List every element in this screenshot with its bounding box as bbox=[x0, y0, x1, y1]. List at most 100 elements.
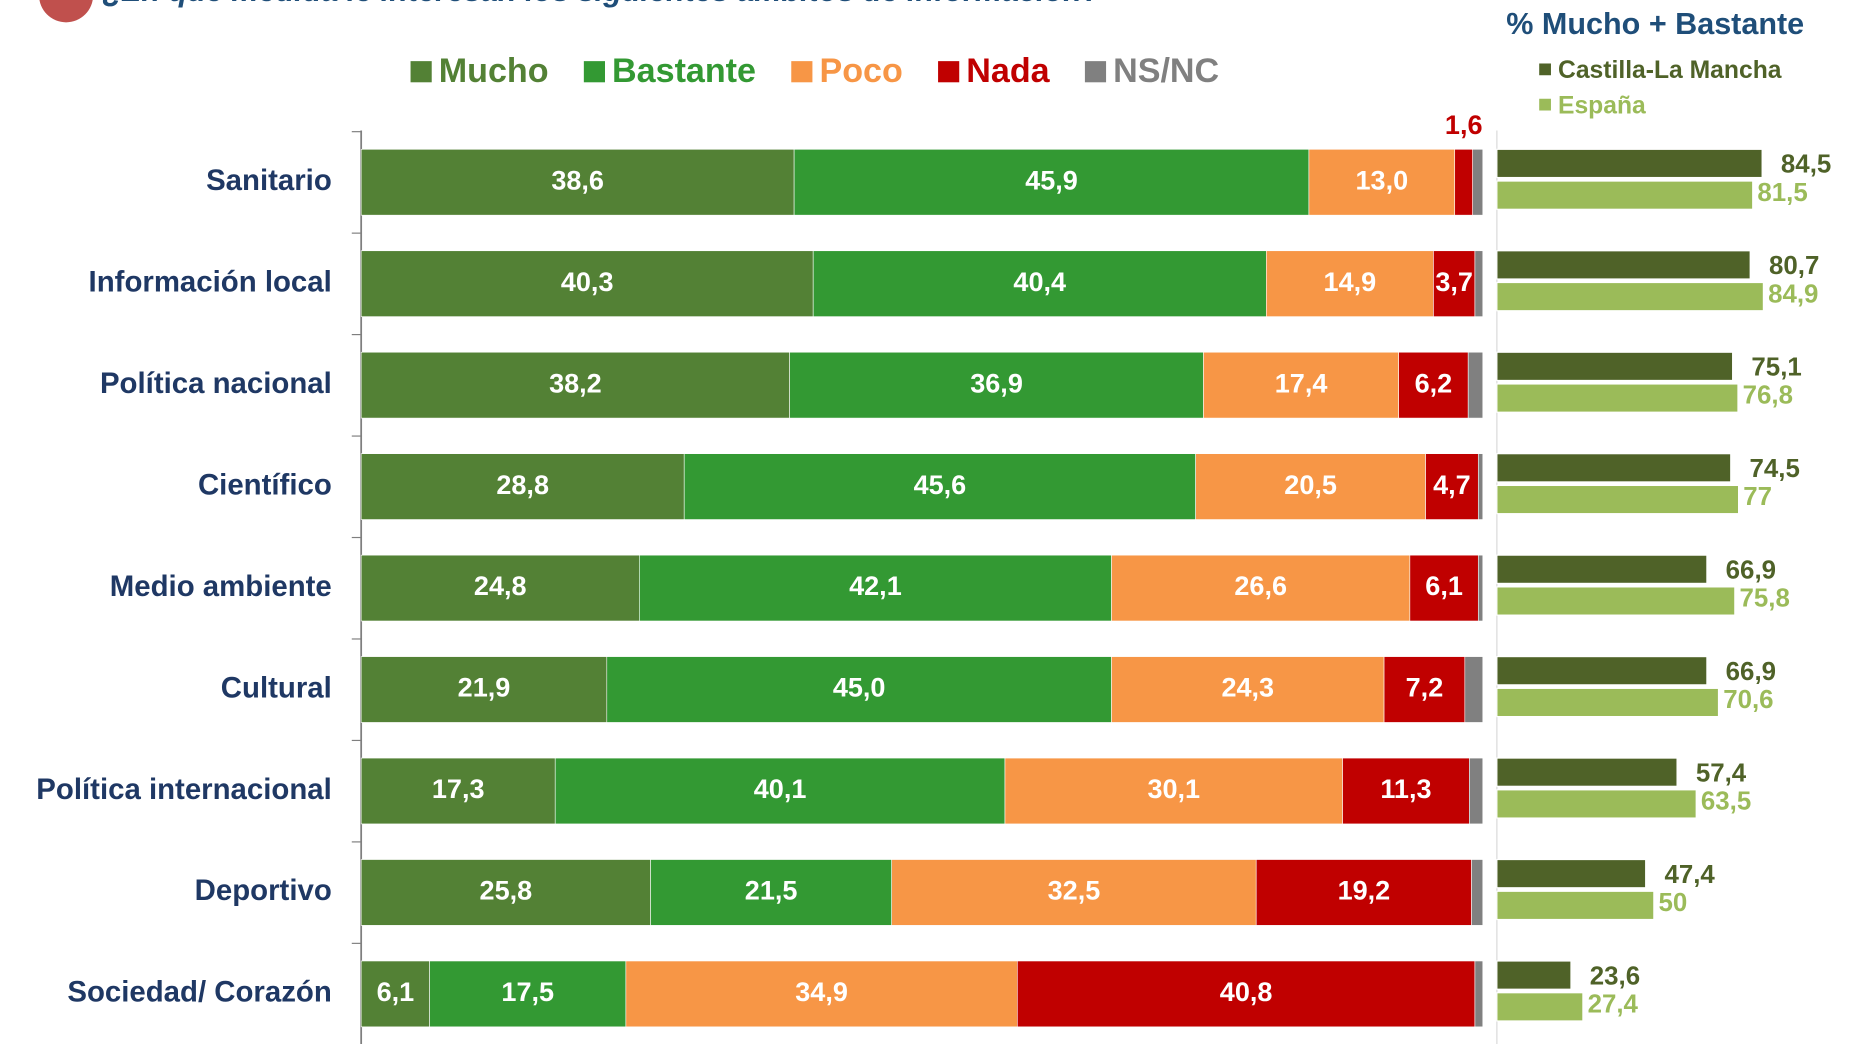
value-label: 63,5 bbox=[1701, 788, 1751, 816]
bar-segment bbox=[360, 656, 608, 723]
bar-segment bbox=[1398, 351, 1469, 419]
bar bbox=[1496, 890, 1655, 921]
bar-segment bbox=[1017, 960, 1476, 1028]
bar-segment bbox=[891, 859, 1257, 926]
legend-label: Bastante bbox=[612, 52, 756, 90]
bar-segment bbox=[1203, 351, 1399, 419]
bar-segment bbox=[1308, 149, 1456, 216]
bar-segment bbox=[1472, 149, 1484, 216]
value-label: 45,0 bbox=[833, 673, 886, 703]
category-label: Sanitario bbox=[206, 164, 332, 197]
value-label: 20,5 bbox=[1284, 470, 1337, 500]
value-label: 75,8 bbox=[1740, 585, 1790, 613]
bar-segment bbox=[1477, 554, 1484, 622]
value-label: 70,6 bbox=[1723, 686, 1773, 714]
value-label: 34,9 bbox=[795, 977, 848, 1007]
value-label: 75,1 bbox=[1751, 354, 1801, 382]
category-label: Política internacional bbox=[36, 773, 331, 806]
question-icon bbox=[39, 0, 93, 23]
bar-segment bbox=[683, 453, 1196, 520]
bar bbox=[1496, 453, 1732, 483]
value-label: 17,5 bbox=[501, 977, 554, 1007]
value-label: 11,3 bbox=[1380, 774, 1431, 804]
legend-swatch bbox=[410, 61, 432, 83]
legend-swatch bbox=[1084, 61, 1107, 83]
bar-segment bbox=[650, 859, 892, 926]
bar-segment bbox=[360, 453, 685, 520]
bar-segment bbox=[789, 351, 1204, 419]
value-label: 3,7 bbox=[1435, 267, 1473, 297]
bar-segment bbox=[360, 250, 814, 317]
chart-title: ¿En qué medida le interesan los siguient… bbox=[103, 0, 1101, 8]
value-label: 21,5 bbox=[745, 876, 798, 906]
bar-segment bbox=[1474, 250, 1484, 317]
value-label: 6,2 bbox=[1415, 368, 1453, 398]
value-label: 66,9 bbox=[1726, 556, 1776, 584]
bar-segment bbox=[606, 656, 1112, 723]
value-label: 26,6 bbox=[1234, 571, 1287, 601]
bar bbox=[1496, 789, 1697, 819]
bar-segment bbox=[1383, 656, 1466, 723]
bar bbox=[1496, 250, 1751, 280]
value-label: 42,1 bbox=[849, 571, 902, 601]
legend-label: Poco bbox=[819, 52, 902, 90]
bar bbox=[1496, 554, 1708, 584]
value-label: 6,1 bbox=[377, 977, 415, 1007]
bar-segment bbox=[1266, 250, 1434, 317]
bar bbox=[1496, 992, 1584, 1022]
value-label: 40,3 bbox=[561, 267, 614, 297]
value-label: 21,9 bbox=[458, 673, 511, 703]
bar-segment bbox=[1433, 250, 1476, 317]
bar bbox=[1496, 351, 1734, 382]
value-label: 13,0 bbox=[1356, 165, 1409, 195]
category-label: Científico bbox=[198, 468, 332, 501]
bar-segment bbox=[429, 960, 627, 1028]
bar-segment bbox=[1471, 859, 1484, 926]
value-label: 84,5 bbox=[1781, 151, 1831, 179]
value-label: 19,2 bbox=[1338, 876, 1391, 906]
legend-swatch bbox=[1539, 63, 1551, 76]
legend-label: Castilla-La Mancha bbox=[1558, 57, 1782, 84]
bar-segment bbox=[360, 859, 651, 926]
bar-segment bbox=[360, 149, 795, 216]
value-label: 14,9 bbox=[1324, 267, 1377, 297]
value-label: 74,5 bbox=[1750, 455, 1800, 483]
bar bbox=[1496, 383, 1739, 413]
bar bbox=[1496, 281, 1764, 312]
category-label: Política nacional bbox=[100, 367, 332, 400]
bar bbox=[1496, 687, 1720, 718]
value-label: 36,9 bbox=[970, 368, 1023, 398]
value-label: 77 bbox=[1743, 483, 1772, 511]
value-label: 28,8 bbox=[496, 470, 549, 500]
bar-segment bbox=[1454, 149, 1473, 216]
legend-swatch bbox=[583, 61, 605, 83]
bar bbox=[1496, 586, 1736, 616]
bar bbox=[1496, 757, 1678, 787]
bar-segment bbox=[1464, 656, 1484, 723]
bar bbox=[1496, 656, 1708, 686]
value-label: 25,8 bbox=[480, 876, 533, 906]
bar-segment bbox=[1474, 960, 1484, 1028]
category-label: Medio ambiente bbox=[110, 570, 332, 603]
value-label: 80,7 bbox=[1769, 252, 1819, 280]
value-label: 81,5 bbox=[1757, 179, 1807, 207]
value-label: 45,9 bbox=[1025, 165, 1078, 195]
legend-label: NS/NC bbox=[1113, 52, 1219, 90]
category-label: Deportivo bbox=[195, 874, 332, 907]
value-label: 40,4 bbox=[1013, 267, 1066, 297]
value-label: 6,1 bbox=[1425, 571, 1463, 601]
category-label: Información local bbox=[89, 265, 332, 298]
bar-segment bbox=[1342, 757, 1470, 825]
bar-segment bbox=[1425, 453, 1479, 520]
legend-label: Nada bbox=[966, 52, 1050, 90]
legend-swatch bbox=[1539, 98, 1551, 111]
side-chart-title: % Mucho + Bastante bbox=[1506, 7, 1804, 41]
legend-label: Mucho bbox=[439, 52, 549, 90]
bar bbox=[1496, 484, 1740, 515]
bar bbox=[1496, 148, 1763, 179]
value-label: 1,6 bbox=[1445, 110, 1483, 140]
value-label: 27,4 bbox=[1588, 991, 1639, 1019]
bar-segment bbox=[1111, 656, 1385, 723]
